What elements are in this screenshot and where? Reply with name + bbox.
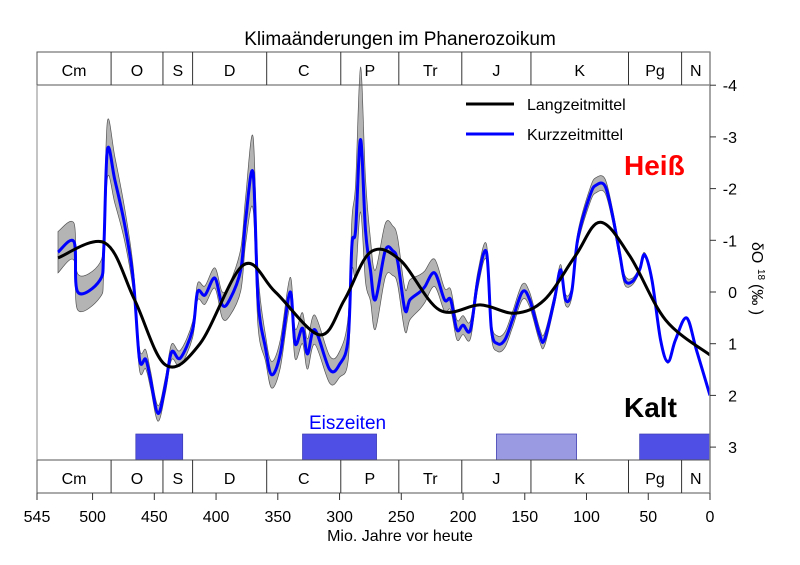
period-label-J: J: [492, 471, 500, 488]
period-label-Pg: Pg: [645, 471, 665, 488]
y-axis-label-main: δO: [748, 242, 765, 263]
ice-age-bar: [496, 433, 577, 461]
period-label-S: S: [172, 63, 183, 80]
x-tick-label: 200: [450, 509, 477, 526]
ice-age-bar: [135, 433, 184, 461]
x-tick-label: 150: [511, 509, 538, 526]
period-label-Cm: Cm: [62, 471, 87, 488]
x-tick-label: 0: [706, 509, 715, 526]
ice-ages-group: [135, 433, 711, 461]
period-label-D: D: [224, 471, 236, 488]
legend-label-short: Kurzzeitmittel: [527, 127, 623, 144]
period-label-P: P: [364, 63, 375, 80]
period-label-K: K: [574, 63, 585, 80]
y-tick-label: 0: [728, 285, 737, 302]
period-label-O: O: [131, 63, 143, 80]
x-tick-label: 400: [203, 509, 230, 526]
annotation-cold: Kalt: [624, 392, 677, 423]
legend-label-long: Langzeitmittel: [527, 97, 626, 114]
y-tick-label: -3: [723, 130, 737, 147]
y-tick-label: -1: [723, 233, 737, 250]
uncertainty-band-group: [57, 66, 710, 422]
period-label-C: C: [298, 63, 310, 80]
y-tick-label: 3: [728, 440, 737, 457]
annotation-hot: Heiß: [624, 150, 685, 181]
ice-age-bar: [639, 433, 711, 461]
series-line-kurzzeitmittel: [56, 137, 710, 415]
x-tick-label: 545: [24, 509, 51, 526]
period-label-Cm: Cm: [62, 63, 87, 80]
axes-group: 545 500 450 400 350 300 250 200 150 100 50 0-4-3-2-…: [24, 52, 737, 526]
legend: Langzeitmittel Kurzzeitmittel: [466, 97, 626, 144]
x-tick-label: 100: [573, 509, 600, 526]
x-tick-label: 350: [264, 509, 291, 526]
period-label-N: N: [690, 63, 702, 80]
y-axis-label-unit: (‰ ): [748, 284, 765, 315]
annotation-ice-ages: Eiszeiten: [309, 413, 386, 434]
period-label-S: S: [172, 471, 183, 488]
period-label-P: P: [364, 471, 375, 488]
x-tick-label: 450: [141, 509, 168, 526]
y-tick-label: -4: [723, 78, 737, 95]
period-label-C: C: [298, 471, 310, 488]
series-line-langzeitmittel: [57, 220, 710, 369]
x-tick-label: 300: [326, 509, 353, 526]
y-tick-label: 1: [728, 337, 737, 354]
period-label-Tr: Tr: [423, 63, 438, 80]
x-tick-label: 250: [388, 509, 415, 526]
y-axis-label: δO 18 (‰ ): [748, 242, 766, 315]
chart-title: Klimaänderungen im Phanerozoikum: [244, 29, 556, 50]
x-axis-label: Mio. Jahre vor heute: [327, 528, 473, 545]
y-tick-label: -2: [723, 182, 737, 199]
period-label-D: D: [224, 63, 236, 80]
y-tick-label: 2: [728, 388, 737, 405]
uncertainty-band: [57, 66, 710, 422]
x-tick-label: 500: [79, 509, 106, 526]
period-label-Pg: Pg: [645, 63, 665, 80]
period-label-O: O: [131, 471, 143, 488]
ice-age-bar: [302, 433, 377, 461]
period-label-Tr: Tr: [423, 471, 438, 488]
x-tick-label: 50: [639, 509, 657, 526]
series-group: [56, 137, 710, 415]
y-axis-label-sup: 18: [755, 269, 766, 281]
period-label-N: N: [690, 471, 702, 488]
period-label-J: J: [492, 63, 500, 80]
period-label-K: K: [574, 471, 585, 488]
